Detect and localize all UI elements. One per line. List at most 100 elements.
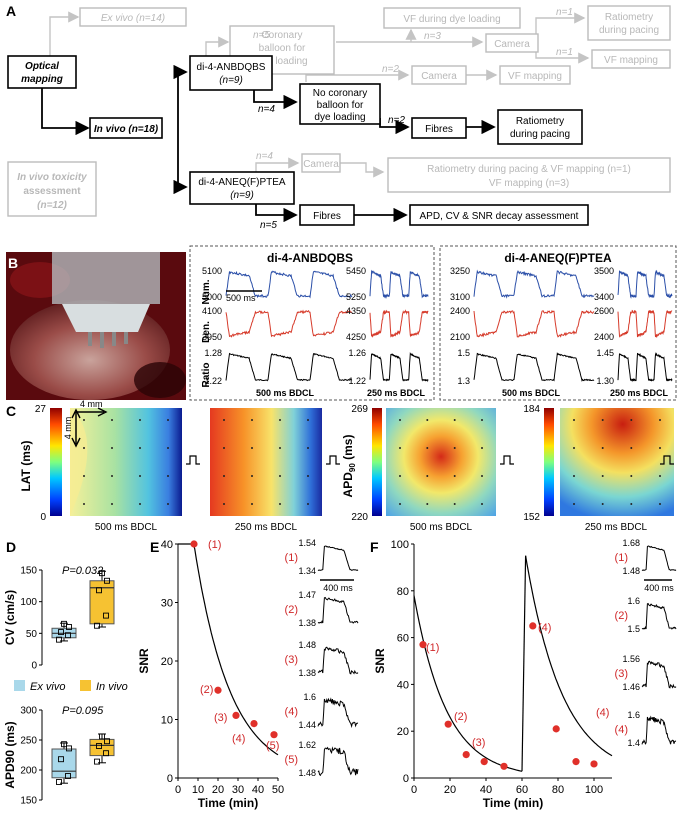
tick-label-apd: 250 <box>20 736 37 747</box>
panel-f-chart: 0 20 40 60 80 100 0 20 40 60 80 100 Time (min) SNR (1)… <box>373 539 613 810</box>
ylabel-apd: APD90 (ms) <box>3 721 17 788</box>
node-fibres-2: Fibres <box>313 211 341 222</box>
node-toxicity-l2: assessment <box>23 186 81 197</box>
data-point-snr_f <box>572 758 580 766</box>
grid-dot <box>573 447 575 449</box>
panel-b-box-right <box>439 245 677 401</box>
n-label-n2-a: n=2 <box>382 64 399 75</box>
trace-2-num <box>473 269 595 299</box>
trace-tick-0-2-top: 1.28 <box>204 348 222 358</box>
n-label-n4-a: n=4 <box>258 104 275 115</box>
legend-swatch-ex-vivo <box>14 680 25 691</box>
grid-dot <box>630 475 633 477</box>
data-point-snr_e <box>190 540 198 548</box>
inset-tick-bottom: 1.48 <box>622 566 640 576</box>
node-vf-mapping-2: VF mapping <box>508 71 562 82</box>
tick-label-cv: 50 <box>26 629 38 640</box>
trace-0-den <box>225 309 353 338</box>
inset-trace <box>641 715 677 745</box>
point-label-e: (2) <box>200 684 213 696</box>
grid-dot <box>251 419 253 421</box>
inset-scalebar-label: 400 ms <box>644 583 674 593</box>
grid-dot <box>453 419 456 421</box>
n-label-n2-b: n=2 <box>388 115 405 126</box>
node-ratio-gray-l1: Ratiometry <box>605 12 653 23</box>
lat-max-tick: 27 <box>35 404 47 415</box>
inset-label: (1) <box>285 552 298 564</box>
data-point-snr_e <box>232 711 240 720</box>
panel-label-b: B <box>8 255 18 271</box>
n-label-n5-top: n=5 <box>253 30 270 41</box>
inset-tick-top: 1.62 <box>298 740 316 750</box>
trace-0-num <box>225 270 353 299</box>
data-point-snr_f <box>480 758 488 766</box>
point-cv-0 <box>61 620 67 627</box>
grid-dot <box>399 447 401 449</box>
xtick-label: 80 <box>552 784 564 796</box>
xtick-label: 0 <box>175 784 181 796</box>
node-in-vivo: In vivo (n=18) <box>94 124 159 135</box>
apd250-max-tick: 184 <box>523 404 540 415</box>
grid-dot <box>659 503 661 505</box>
grid-dot <box>453 447 456 449</box>
point-apd-0 <box>58 756 64 763</box>
grid-dot <box>659 447 661 449</box>
panel-c-apd-map-500: 500 ms BDCL <box>386 408 496 533</box>
inset-tick-bottom: 1.48 <box>298 768 316 778</box>
grid-dot <box>167 503 169 505</box>
grid-dot <box>111 503 113 505</box>
inset-tick-top: 1.68 <box>622 538 640 548</box>
trace-tick-2-0-bottom: 3100 <box>450 292 470 302</box>
point-cv-1 <box>104 577 110 584</box>
n-label-n5-b: n=5 <box>260 220 277 231</box>
xtick-label: 40 <box>480 784 492 796</box>
grid-dot <box>601 475 604 477</box>
panel-label-e: E <box>150 539 159 555</box>
flow-black-boxes: Optical mapping In vivo (n=18) di-4-ANBD… <box>7 55 589 226</box>
grid-dot <box>83 475 85 477</box>
grid-dot <box>111 447 113 449</box>
caption-c-4: 250 ms BDCL <box>585 522 648 533</box>
panel-b-box-left <box>189 245 435 401</box>
grid-dot <box>111 419 113 421</box>
n-label-n1-a: n=1 <box>556 7 573 18</box>
n-label-n1-b: n=1 <box>556 47 573 58</box>
row-label-num: Num. <box>201 279 212 304</box>
flow-gray-boxes: Ex vivo (n=14) Coronary balloon for dye … <box>7 5 671 217</box>
trace-1-num <box>369 269 429 299</box>
trace-tick-3-1-top: 2600 <box>594 306 614 316</box>
grid-dot <box>139 419 141 421</box>
grid-dot <box>111 475 113 477</box>
inset-tick-bottom: 1.38 <box>298 668 316 678</box>
panel-c-lat-colorbar: 27 0 LAT (ms) <box>19 404 62 523</box>
node-nocoronary-l1: No coronary <box>313 88 367 99</box>
scale-vertical-label: 4 mm <box>63 417 73 440</box>
node-ex-vivo: Ex vivo (n=14) <box>101 13 165 24</box>
grid-dot <box>223 447 225 449</box>
xlabel-snr_f: Time (min) <box>483 796 543 810</box>
tick-label-cv: 0 <box>31 661 37 672</box>
trace-tick-3-2-bottom: 1.30 <box>596 376 614 386</box>
data-point-snr_f <box>552 725 560 733</box>
data-point-snr_f <box>500 762 508 770</box>
inset-tick-top: 1.6 <box>627 710 640 720</box>
point-apd-1 <box>104 738 110 745</box>
node-vf-mapping-1: VF mapping <box>604 55 658 66</box>
row-label-ratio: Ratio <box>201 363 212 388</box>
row-label-den: Den. <box>201 321 212 343</box>
grid-dot <box>279 447 281 449</box>
grid-dot <box>307 447 309 449</box>
panel-label-f: F <box>370 539 379 555</box>
ylabel-cv: CV (cm/s) <box>3 590 17 645</box>
panel-label-c: C <box>6 403 16 419</box>
data-point-snr_f <box>529 622 537 630</box>
grid-dot <box>453 503 456 505</box>
grid-dot <box>630 447 633 449</box>
grid-dot <box>426 503 429 505</box>
caption-c-1: 500 ms BDCL <box>95 522 158 533</box>
trace-tick-1-2-top: 1.26 <box>348 348 366 358</box>
trace-2-ratio <box>473 352 595 382</box>
panel-c-grid-dots <box>83 419 661 505</box>
panel-b-scalebar-label: 500 ms <box>226 293 256 303</box>
lat-axis-label: LAT (ms) <box>19 440 33 491</box>
